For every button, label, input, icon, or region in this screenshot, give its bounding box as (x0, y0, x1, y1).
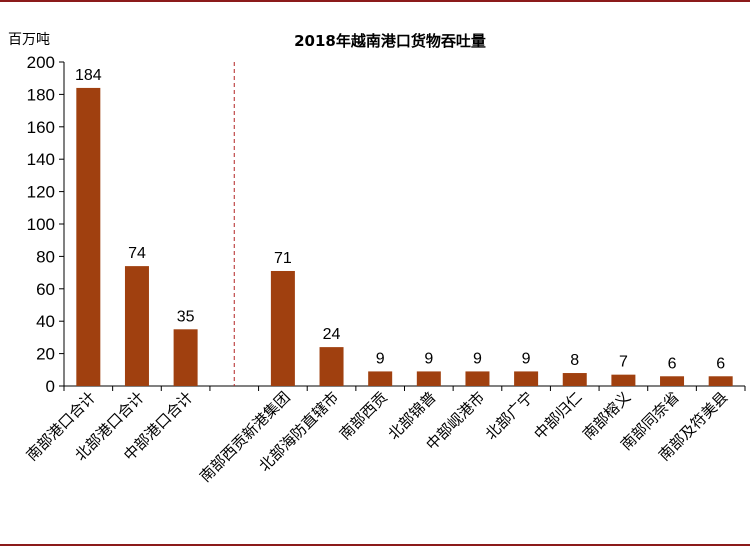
bar (514, 371, 539, 386)
bar (708, 376, 733, 386)
data-label: 7 (619, 354, 628, 371)
category-label: 南部西贡新港集团 (196, 388, 294, 486)
data-label: 8 (570, 352, 579, 369)
data-label: 184 (75, 67, 102, 84)
bar (76, 87, 101, 387)
data-label: 6 (716, 355, 725, 372)
data-label: 74 (128, 245, 146, 262)
bar (124, 266, 149, 386)
data-label: 71 (274, 250, 292, 267)
data-label: 24 (323, 326, 341, 343)
data-label: 9 (473, 350, 482, 367)
y-tick-label: 60 (36, 280, 55, 299)
bar (319, 347, 344, 386)
bar (611, 374, 636, 386)
category-label: 北部广宁 (482, 388, 537, 443)
y-tick-label: 180 (27, 85, 55, 104)
y-tick-label: 100 (27, 215, 55, 234)
bar (173, 329, 198, 386)
data-label: 9 (522, 350, 531, 367)
bar (416, 371, 441, 386)
chart-title: 2018年越南港口货物吞吐量 (294, 32, 486, 50)
y-tick-label: 20 (36, 345, 55, 364)
y-tick-label: 200 (27, 53, 55, 72)
y-tick-label: 140 (27, 150, 55, 169)
y-tick-label: 0 (46, 377, 55, 396)
plot-area: 020406080100120140160180200184南部港口合计74北部… (23, 53, 746, 486)
unit-label: 百万吨 (8, 32, 50, 48)
data-label: 35 (177, 308, 195, 325)
y-tick-label: 40 (36, 312, 55, 331)
bar (660, 376, 685, 386)
y-tick-label: 120 (27, 183, 55, 202)
y-tick-label: 160 (27, 118, 55, 137)
bar (270, 270, 295, 386)
bar (562, 373, 587, 386)
category-label: 中部归仁 (530, 388, 585, 443)
bar (368, 371, 393, 386)
y-tick-label: 80 (36, 247, 55, 266)
bar (465, 371, 490, 386)
data-label: 9 (424, 350, 433, 367)
category-label: 南部西贡 (336, 388, 391, 443)
data-label: 6 (668, 355, 677, 372)
data-label: 9 (376, 350, 385, 367)
